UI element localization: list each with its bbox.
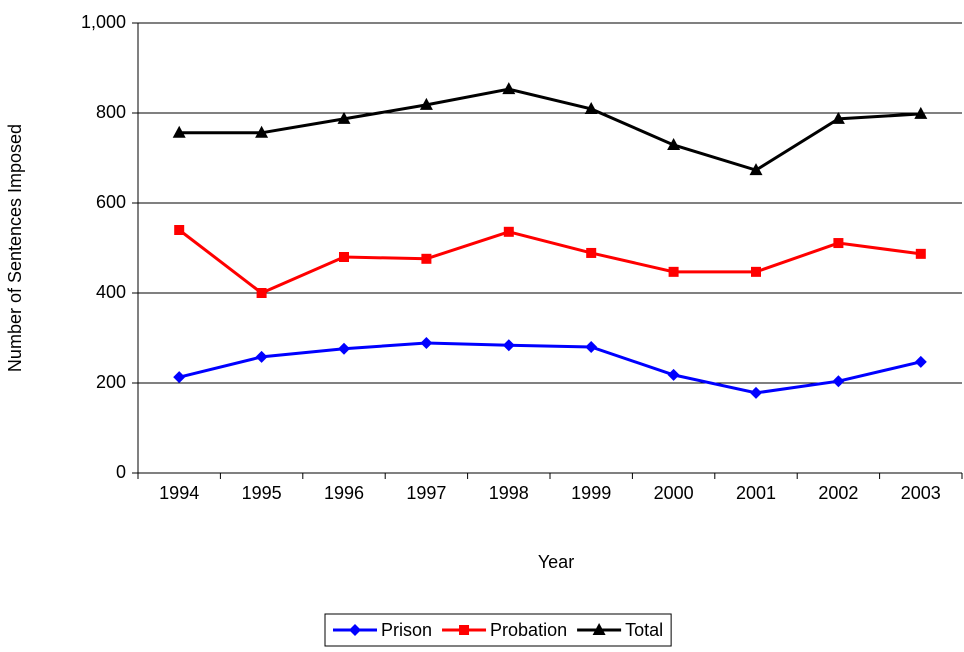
- x-tick-label: 2000: [654, 483, 694, 503]
- marker: [914, 355, 927, 368]
- marker: [502, 82, 516, 95]
- marker: [255, 350, 268, 363]
- marker: [256, 288, 267, 298]
- y-tick-label: 400: [96, 282, 126, 302]
- marker: [502, 339, 515, 352]
- marker: [667, 137, 681, 150]
- marker: [750, 386, 762, 399]
- x-tick-label: 1998: [489, 483, 529, 503]
- marker: [419, 97, 433, 110]
- y-tick-label: 200: [96, 372, 126, 392]
- marker: [173, 371, 186, 384]
- marker: [338, 342, 350, 355]
- marker: [751, 266, 761, 277]
- series-line: [178, 228, 921, 295]
- marker: [337, 111, 351, 124]
- y-tick-label: 600: [96, 192, 126, 212]
- marker: [668, 266, 679, 277]
- x-tick-label: 1999: [571, 483, 611, 503]
- series-line: [178, 341, 922, 395]
- marker: [914, 106, 928, 119]
- x-tick-label: 1994: [159, 483, 199, 503]
- marker: [831, 111, 845, 124]
- legend-label: Total: [625, 620, 663, 640]
- legend: Prison Probation Total: [324, 613, 672, 647]
- x-tick-label: 1997: [406, 483, 446, 503]
- marker: [833, 238, 844, 249]
- x-tick-label: 2001: [736, 483, 776, 503]
- marker: [749, 163, 763, 176]
- x-axis-label: Year: [538, 552, 574, 572]
- marker: [172, 125, 186, 138]
- legend-label: Prison: [381, 620, 432, 640]
- series-line: [179, 87, 921, 172]
- marker: [667, 368, 680, 381]
- marker: [174, 225, 185, 235]
- marker: [339, 252, 349, 262]
- y-tick-label: 1,000: [81, 12, 126, 32]
- marker: [832, 375, 845, 388]
- marker: [421, 253, 432, 264]
- marker: [915, 248, 926, 259]
- x-tick-label: 2002: [818, 483, 858, 503]
- marker: [584, 101, 598, 114]
- marker: [420, 336, 433, 349]
- marker: [592, 623, 606, 635]
- x-tick-label: 2003: [901, 483, 941, 503]
- marker: [586, 247, 597, 258]
- y-tick-label: 800: [96, 102, 126, 122]
- legend-label: Probation: [490, 620, 567, 640]
- y-axis-label: Number of Sentences Imposed: [5, 124, 25, 372]
- marker: [255, 125, 269, 138]
- x-tick-label: 1996: [324, 483, 364, 503]
- y-tick-label: 0: [116, 462, 126, 482]
- marker: [459, 625, 470, 635]
- marker: [585, 341, 598, 353]
- marker: [503, 226, 514, 237]
- x-tick-label: 1995: [242, 483, 282, 503]
- marker: [349, 624, 361, 636]
